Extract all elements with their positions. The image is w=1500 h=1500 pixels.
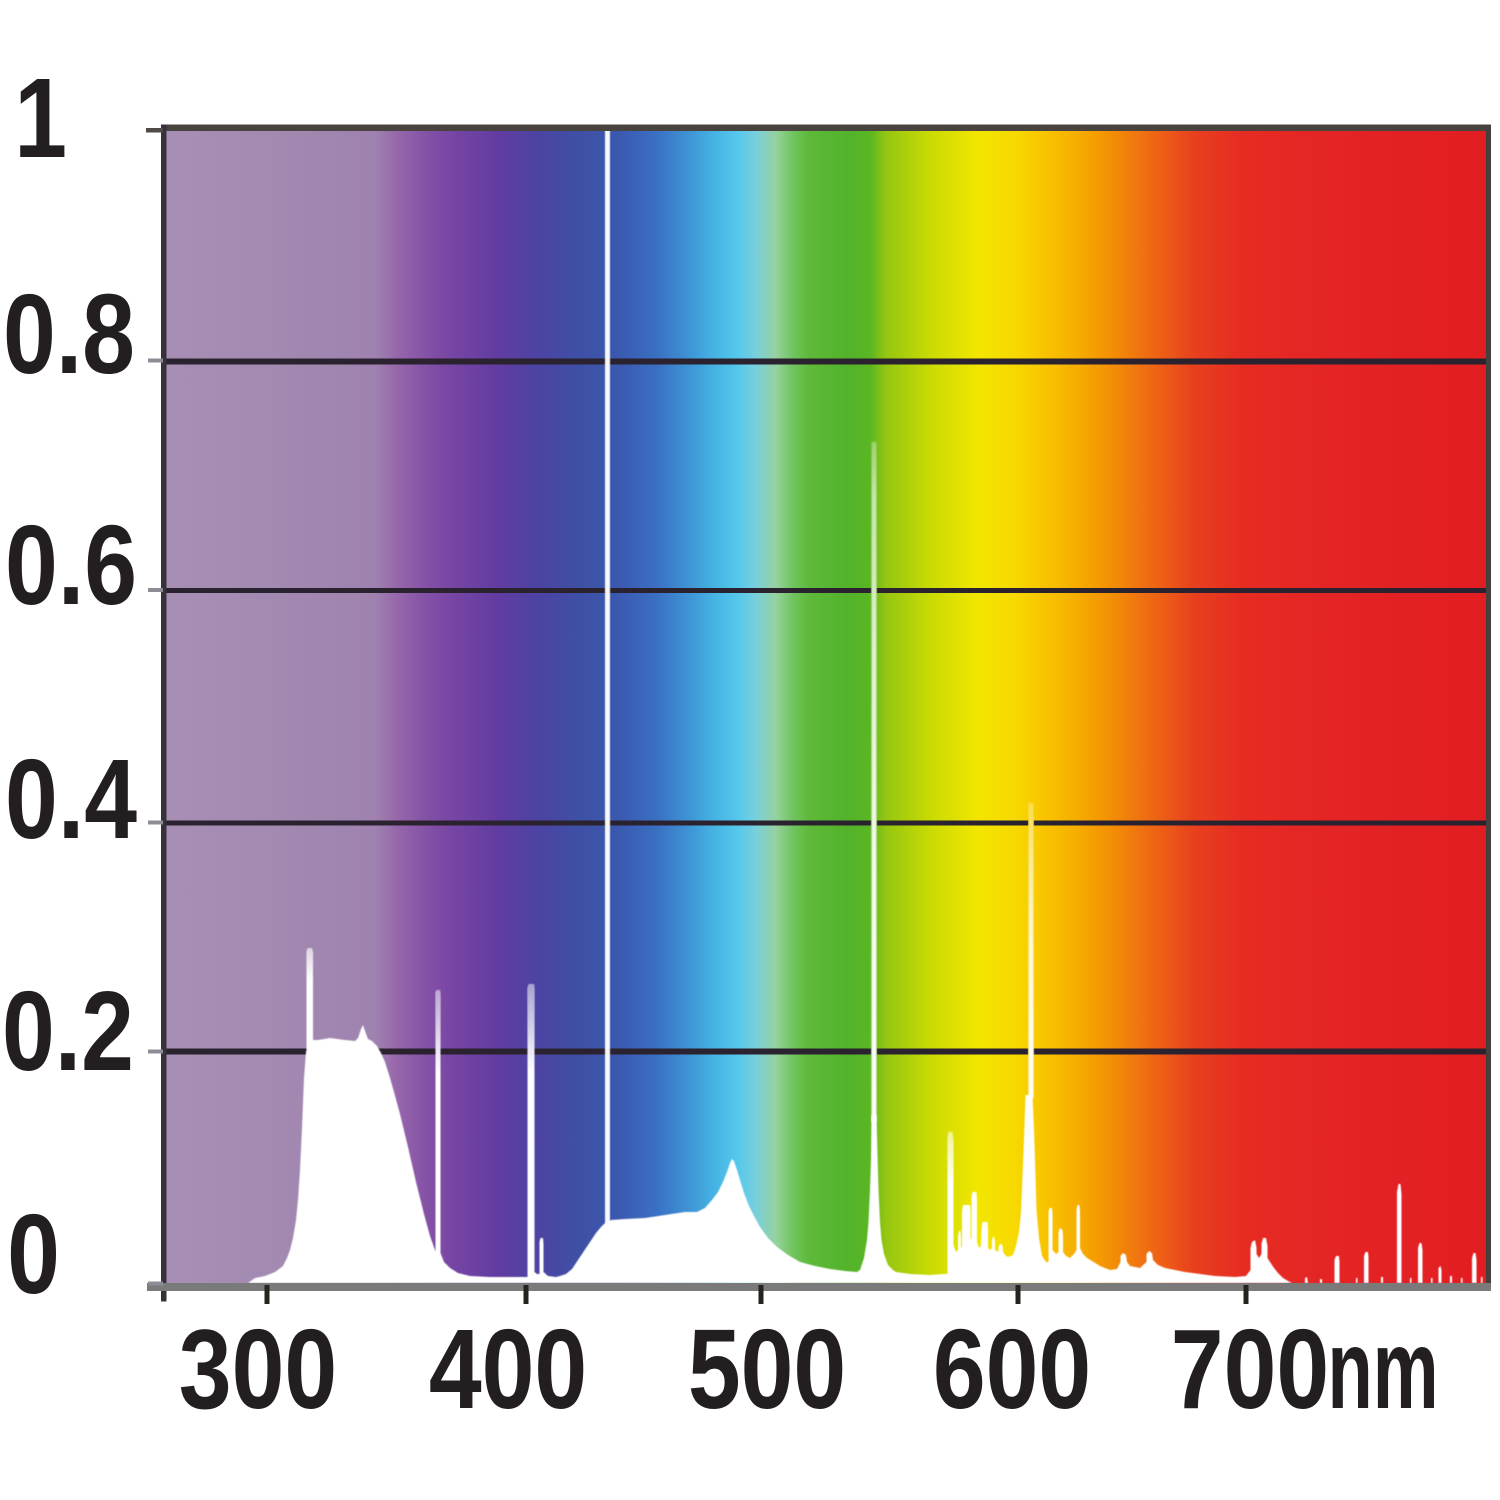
svg-text:600: 600 [933,1307,1091,1433]
svg-text:0.8: 0.8 [3,272,135,398]
svg-text:700: 700 [1171,1307,1329,1433]
svg-text:0.6: 0.6 [5,503,137,629]
svg-text:300: 300 [179,1307,337,1433]
svg-text:0.2: 0.2 [2,969,134,1095]
svg-text:nm: nm [1328,1307,1439,1432]
svg-text:0: 0 [7,1192,60,1318]
svg-text:1: 1 [14,56,67,182]
svg-text:500: 500 [688,1307,846,1433]
svg-text:400: 400 [429,1307,587,1433]
svg-text:0.4: 0.4 [5,737,137,863]
